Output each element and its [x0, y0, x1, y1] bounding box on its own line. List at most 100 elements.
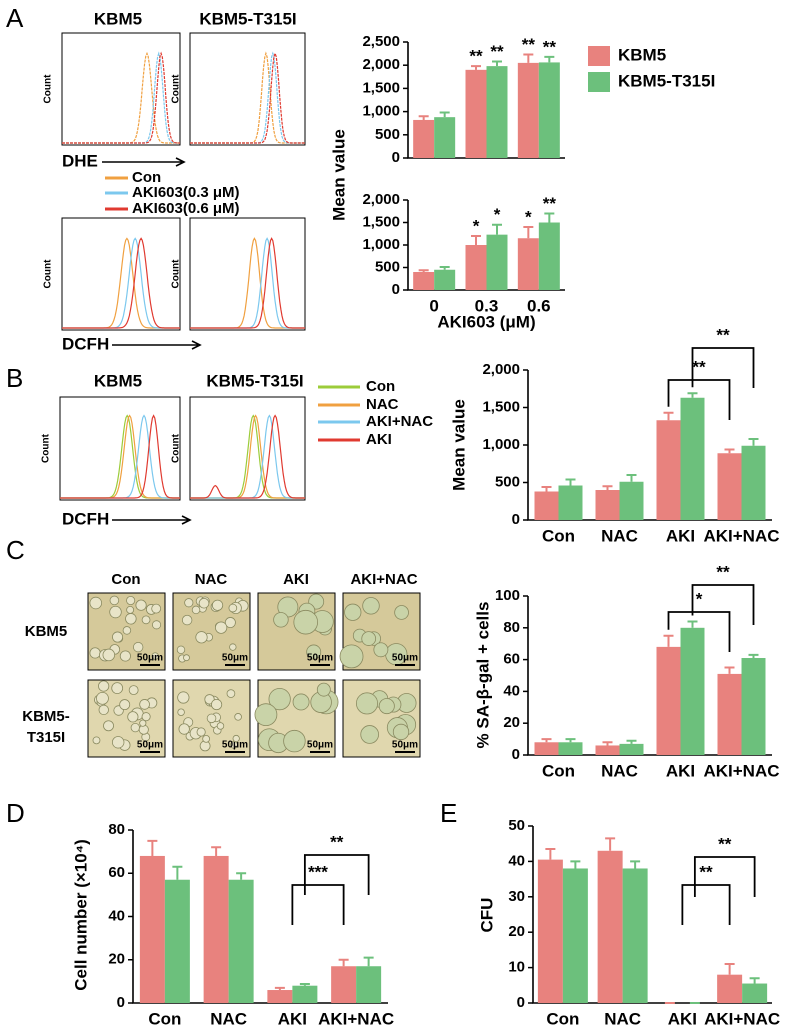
- cell: [362, 597, 380, 615]
- error-bar: [492, 223, 502, 235]
- cell: [392, 723, 410, 741]
- bar: [517, 238, 539, 290]
- scale-bar-label: 50μm: [137, 740, 163, 751]
- y-tick-label: 0: [392, 149, 400, 166]
- bar: [680, 627, 705, 755]
- histogram-frame: [189, 217, 306, 331]
- significance: ***: [308, 862, 328, 881]
- cell: [112, 631, 124, 643]
- cell: [152, 620, 162, 630]
- cell: [232, 734, 240, 743]
- cell: [293, 609, 319, 635]
- cell: [355, 692, 379, 715]
- axis-label: Count: [171, 74, 182, 104]
- x-tick-label: NAC: [601, 761, 638, 780]
- histogram-curve: [60, 414, 180, 499]
- scale-bar-label: 50μm: [307, 653, 333, 664]
- bar: [465, 245, 487, 290]
- cell: [89, 647, 101, 659]
- cell: [183, 654, 190, 662]
- error-bar: [602, 741, 613, 746]
- histogram-frame: [61, 32, 181, 146]
- cell: [139, 719, 147, 727]
- histogram-curve: [190, 237, 305, 329]
- cell: [339, 644, 364, 669]
- cell: [111, 682, 124, 694]
- error-bar: [724, 963, 735, 975]
- error-bar: [724, 448, 735, 454]
- error-bar: [147, 839, 158, 856]
- significance: **: [718, 834, 732, 853]
- panel-label: C: [6, 535, 25, 565]
- x-tick-label: Con: [542, 526, 575, 545]
- error-bar: [523, 53, 534, 63]
- cell: [109, 605, 122, 619]
- cell: [378, 698, 395, 715]
- histogram-curve: [190, 237, 305, 329]
- x-tick-label: Con: [546, 1009, 579, 1028]
- x-tick-label: AKI: [668, 1009, 697, 1028]
- histogram-curve: [62, 51, 180, 144]
- error-bar: [211, 846, 222, 856]
- cell: [119, 650, 131, 662]
- cell: [215, 621, 228, 634]
- cell: [202, 734, 211, 743]
- y-tick-label: 80: [108, 821, 125, 838]
- histogram-frame: [189, 396, 306, 501]
- cell: [268, 687, 291, 711]
- legend-label: AKI+NAC: [366, 413, 433, 430]
- x-tick-label: 0.6: [527, 296, 551, 315]
- error-bar: [630, 860, 641, 869]
- error-bar: [570, 860, 581, 869]
- histogram-curve: [190, 51, 305, 144]
- cell: [344, 603, 362, 621]
- cell: [125, 613, 137, 625]
- cell: [181, 614, 193, 626]
- panel-label: A: [6, 3, 24, 33]
- y-axis-label: CFU: [477, 898, 496, 933]
- row-label: KBM5: [25, 623, 68, 640]
- cell: [184, 598, 194, 608]
- y-tick-label: 500: [375, 126, 400, 143]
- cell: [98, 680, 110, 692]
- cell: [126, 595, 136, 606]
- bar: [517, 62, 539, 158]
- cell: [224, 617, 236, 628]
- error-bar: [545, 848, 556, 860]
- error-bar: [541, 738, 552, 743]
- cell: [198, 597, 210, 609]
- bar: [741, 445, 766, 520]
- bracket: [691, 584, 755, 625]
- bar: [434, 117, 456, 158]
- x-tick-label: AKI: [278, 1009, 307, 1028]
- bar: [465, 69, 487, 158]
- error-bar: [565, 738, 576, 743]
- cell: [196, 727, 206, 737]
- histogram-curve: [190, 51, 305, 144]
- bar: [413, 272, 435, 290]
- histogram-curve: [62, 237, 180, 329]
- y-tick-label: 40: [108, 907, 125, 924]
- bar: [356, 966, 382, 1003]
- legend-label: Con: [366, 378, 395, 395]
- arrow: [112, 340, 202, 350]
- error-bar: [471, 235, 481, 245]
- cell: [211, 599, 224, 611]
- bracket: [667, 379, 731, 420]
- bar: [486, 66, 508, 158]
- column-label: AKI+NAC: [350, 571, 417, 588]
- scale-bar-label: 50μm: [392, 653, 418, 664]
- panel-label: B: [6, 363, 23, 393]
- cell: [226, 689, 236, 698]
- error-bar: [544, 212, 555, 223]
- cell: [135, 599, 147, 611]
- axis-label: Count: [171, 259, 182, 289]
- axis-label: Count: [171, 433, 182, 463]
- cell: [292, 693, 310, 711]
- bar: [534, 491, 559, 520]
- panel-label: D: [6, 798, 25, 828]
- y-tick-label: 1,500: [362, 213, 400, 230]
- error-bar: [687, 392, 698, 398]
- cell: [122, 626, 132, 635]
